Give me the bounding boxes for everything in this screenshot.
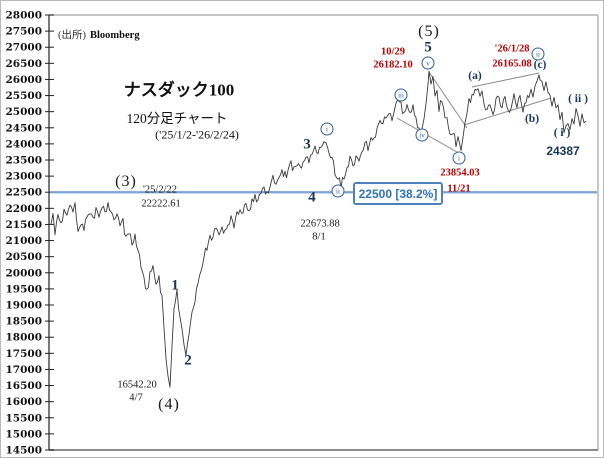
up-channel-upper: [471, 72, 540, 88]
y-axis-label: 14500: [5, 445, 42, 457]
date-10-29: 10/29: [381, 46, 405, 58]
y-axis-label: 24500: [5, 122, 42, 134]
circled-iii: iii: [394, 88, 408, 102]
up-channel-lower: [463, 97, 552, 126]
circled-i-1: i: [320, 122, 334, 136]
y-axis-label: 25500: [5, 90, 42, 102]
source-name: Bloomberg: [90, 30, 140, 41]
source-credit: (出所) Bloomberg: [58, 27, 140, 42]
date-4-7: 4/7: [129, 392, 143, 404]
y-axis-label: 17500: [5, 348, 42, 360]
chart-subtitle: 120分足チャート: [126, 111, 228, 126]
y-axis-label: 24000: [5, 138, 42, 150]
y-axis-label: 28000: [5, 10, 42, 22]
y-axis-label: 26500: [5, 58, 42, 70]
wave-3-label: 3: [303, 136, 311, 153]
y-axis-label: 15000: [5, 428, 42, 440]
y-axis-label: 16000: [5, 396, 42, 408]
wave-i-paren-label: ( i ): [553, 127, 571, 139]
price-16542-20: 16542.20: [117, 379, 157, 391]
wave-5-major-label: (5): [418, 23, 440, 40]
wave-a-label: (a): [468, 70, 482, 82]
y-axis-label: 19500: [5, 283, 42, 295]
wave-5-label: 5: [424, 39, 432, 56]
y-axis-label: 20000: [5, 267, 42, 279]
price-22673-88: 22673.88: [300, 218, 340, 230]
y-axis-label: 20500: [5, 251, 42, 263]
y-axis-label: 19000: [5, 300, 42, 312]
date-8-1: 8/1: [312, 231, 326, 243]
price-22222-61: 22222.61: [141, 198, 181, 210]
chart-period: ('25/1/2-'26/2/24): [155, 127, 239, 142]
y-axis-label: 15500: [5, 412, 42, 424]
date-26-1-28: '26/1/28: [494, 43, 530, 55]
y-axis-label: 23000: [5, 171, 42, 183]
fib-retracement-label-box: 22500 [38.2%]: [353, 182, 443, 205]
down-channel-lower: [396, 117, 465, 157]
wave-3-major-label: (3): [115, 173, 137, 190]
y-axis-label: 23500: [5, 155, 42, 167]
date-11-21: 11/21: [447, 183, 471, 195]
y-axis-label: 21500: [5, 219, 42, 231]
price-26165-08: 26165.08: [492, 58, 532, 70]
y-axis-label: 22000: [5, 203, 42, 215]
wave-ii-paren-label: ( ii ): [568, 93, 588, 105]
y-axis-label: 22500: [5, 187, 42, 199]
price-26182-10: 26182.10: [373, 59, 413, 71]
y-axis-label: 27000: [5, 42, 42, 54]
down-channel-upper: [428, 71, 468, 129]
y-axis-label: 16500: [5, 380, 42, 392]
y-axis-label: 26000: [5, 74, 42, 86]
chart-title: ナスダック100: [123, 80, 235, 100]
source-prefix: (出所): [58, 30, 86, 41]
price-series-line: [50, 70, 587, 388]
y-axis-label: 18500: [5, 316, 42, 328]
circled-ii-1: ii: [331, 184, 345, 198]
y-axis-label: 17000: [5, 364, 42, 376]
date-25-2-22: '25/2/22: [143, 184, 177, 196]
wave-4-major-label: (4): [158, 396, 180, 413]
wave-2-label: 2: [184, 352, 192, 369]
circled-iv: iv: [415, 128, 429, 142]
circled-ii-2: ii: [531, 47, 545, 61]
price-23854-03: 23854.03: [440, 167, 480, 179]
y-axis-label: 27500: [5, 26, 42, 38]
wave-4-label: 4: [308, 189, 316, 206]
y-axis-label: 25000: [5, 106, 42, 118]
circled-i-2: i: [452, 151, 466, 165]
y-axis-label: 18000: [5, 332, 42, 344]
price-24387: 24387: [546, 144, 580, 158]
wave-b-label: (b): [524, 113, 540, 125]
circled-v: v: [421, 56, 435, 70]
y-axis-label: 21000: [5, 235, 42, 247]
wave-c-label: (c): [533, 59, 547, 71]
wave-1-label: 1: [171, 277, 179, 294]
